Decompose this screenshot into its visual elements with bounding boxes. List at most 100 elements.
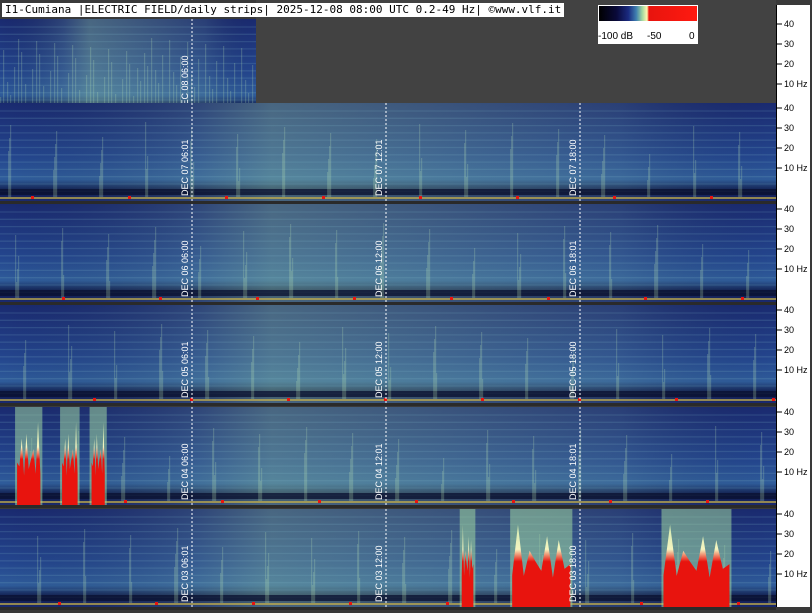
time-marker-label: DEC 06 18:01 [568,240,578,297]
vertical-streak [716,473,718,501]
vertical-streak [760,445,762,501]
vertical-streak [466,177,468,197]
vertical-streak [152,266,154,298]
noise-speck [640,602,643,605]
vertical-streak [259,434,261,501]
vertical-streak [441,484,443,501]
vertical-streak [657,225,659,298]
vertical-streak [241,48,243,113]
vertical-streak [753,360,755,399]
vertical-streak [101,150,103,197]
frequency-tick-label: 40 [784,509,794,519]
vertical-streak [252,349,254,399]
vertical-streak [518,280,520,298]
vertical-streak [375,152,377,197]
vertical-streak [239,168,241,197]
noise-floor-line [0,197,776,199]
frequency-tick-label: 10 Hz [784,569,808,579]
vertical-streak [220,573,222,603]
vertical-streak [534,483,536,501]
vertical-streak [671,454,673,501]
vertical-streak [7,82,9,113]
vertical-streak [512,123,514,197]
vertical-streak [395,478,397,501]
time-marker-label: DEC 05 06:01 [180,341,190,398]
vertical-streak [527,338,529,399]
vertical-streak [708,341,710,399]
vertical-streak [222,547,224,603]
colorbar-gradient [599,6,697,21]
vertical-streak [283,140,285,197]
vertical-streak [519,267,521,298]
vertical-streak [633,580,635,603]
strip-dec-04: DEC 04 06:00 DEC 04 12:01 DEC 04 18:01 40 30… [0,393,810,508]
vertical-streak [525,364,527,399]
vertical-streak [739,132,741,197]
frequency-tick-label: 40 [784,407,794,417]
vertical-streak [741,166,743,197]
no-data-area [256,0,776,117]
vertical-streak [436,373,438,399]
vertical-streak [75,58,77,113]
vertical-streak [180,57,182,113]
spectrogram-activity [0,509,776,607]
frequency-tick-label: 10 Hz [784,163,808,173]
vertical-streak [328,159,330,197]
noise-speck [384,398,387,401]
vertical-streak [571,370,573,399]
vertical-streak [114,331,116,399]
vertical-streak [108,234,110,298]
vertical-streak [715,426,717,501]
vertical-streak [433,352,435,399]
colorbar-legend: -100 dB -50 0 [598,5,698,44]
vertical-streak [755,334,757,399]
vertical-streak [115,378,117,399]
noise-floor-line [0,399,776,401]
vertical-streak [383,223,385,298]
vertical-streak [208,377,210,399]
vertical-streak [191,128,193,197]
noise-speck [287,398,290,401]
vertical-streak [146,169,148,197]
vertical-streak [245,80,247,113]
vertical-streak [237,134,239,197]
time-marker-label: DEC 04 12:01 [374,443,384,500]
vertical-streak [565,273,567,298]
vertical-streak [159,350,161,399]
vertical-streak [389,380,391,399]
vertical-streak [169,456,171,501]
frequency-tick-label: 20 [784,59,794,69]
vertical-streak [482,379,484,399]
noise-speck [159,297,162,300]
vertical-streak [359,578,361,603]
strip-separator [0,607,776,610]
vertical-streak [517,233,519,298]
vertical-streak [496,549,498,603]
vertical-streak [126,51,128,113]
vertical-streak [398,439,400,501]
noise-speck [318,500,321,503]
vertical-streak [14,67,16,113]
vertical-streak [626,435,628,501]
colorbar-label-min: -100 dB [598,31,634,42]
noise-speck [481,398,484,401]
vertical-streak [610,232,612,298]
vertical-streak [116,365,118,399]
vertical-streak [570,383,572,399]
vertical-streak [212,89,214,113]
vertical-streak [663,382,665,399]
time-marker-label: DEC 03 18:00 [568,545,578,602]
vertical-streak [480,345,482,399]
vertical-streak [397,452,399,501]
vertical-streak [173,72,175,113]
vertical-streak [176,85,178,113]
vertical-streak [53,170,55,197]
vertical-streak [450,543,452,603]
spectrogram-activity [0,103,776,201]
vertical-streak [329,146,331,197]
vertical-streak [556,155,558,197]
vertical-streak [601,174,603,197]
noise-speck [128,196,131,199]
vertical-streak [655,251,657,298]
vertical-streak [632,533,634,603]
